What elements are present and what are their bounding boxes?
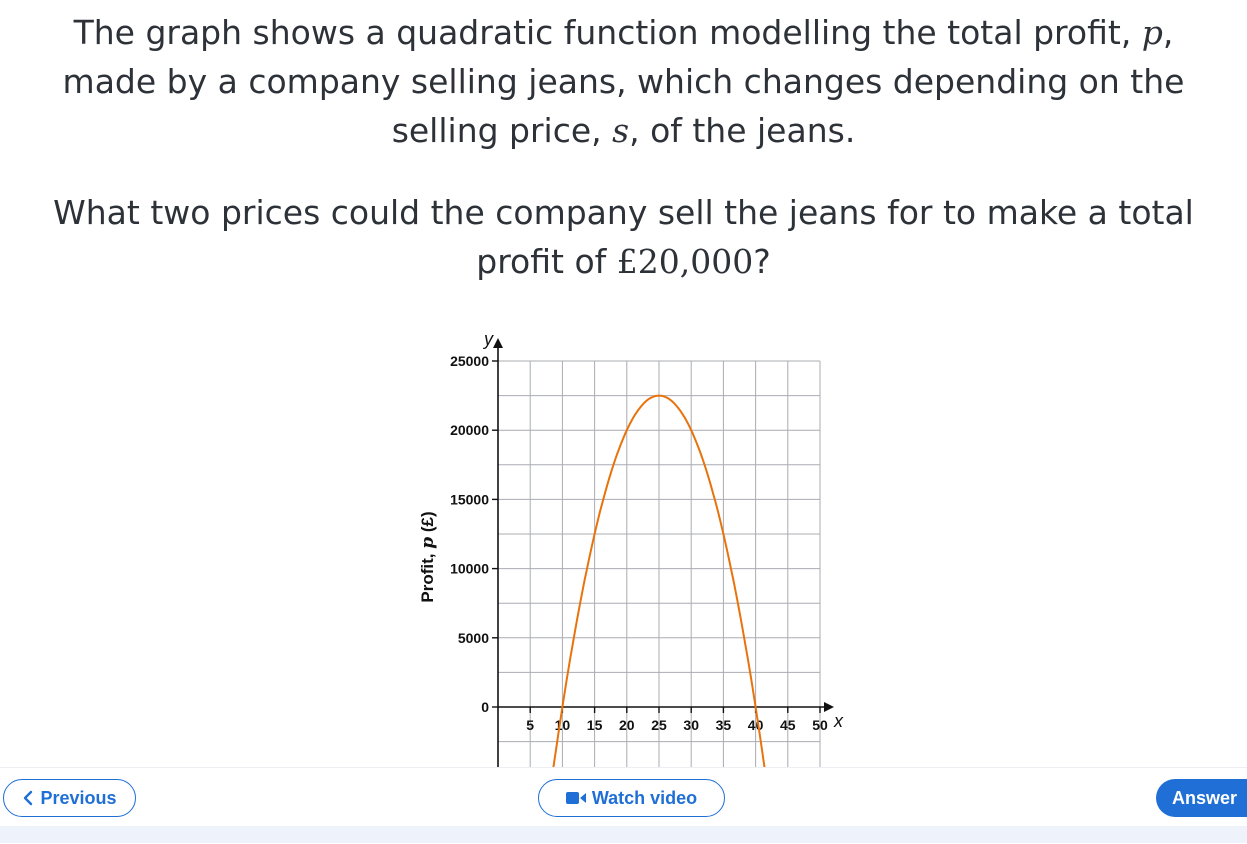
chevron-left-icon: [22, 790, 34, 806]
answer-button[interactable]: Answer: [1156, 779, 1247, 817]
question-line-2: made by a company selling jeans, which c…: [62, 62, 1185, 101]
watch-video-label: Watch video: [591, 787, 698, 808]
y-tick-label: 25000: [450, 353, 489, 369]
x-tick-label: 15: [587, 717, 603, 733]
question-line-1: The graph shows a quadratic function mod…: [73, 13, 1174, 52]
profit-curve: [552, 394, 766, 768]
var-s: s: [612, 111, 630, 150]
profit-amount: £20,000: [616, 242, 754, 281]
var-p: p: [1141, 13, 1163, 52]
x-tick-label: 10: [555, 717, 571, 733]
y-axis-symbol: y: [482, 329, 494, 349]
x-tick-label: 30: [683, 717, 699, 733]
question-prompt: What two prices could the company sell t…: [0, 188, 1247, 286]
video-camera-icon: [565, 791, 586, 805]
y-tick-label: 5000: [458, 630, 489, 646]
y-tick-label: 10000: [450, 561, 489, 577]
profit-graph: 0 5000 10000 15000 20000 25000 5 10 15 20 25 30 35 40…: [418, 329, 844, 768]
x-axis-symbol: x: [833, 711, 844, 731]
x-axis-arrow: [824, 702, 834, 712]
question-text: The graph shows a quadratic function mod…: [0, 8, 1247, 155]
x-tick-label: 25: [651, 717, 667, 733]
x-tick-label: 20: [619, 717, 635, 733]
y-tick-label: 15000: [450, 491, 489, 507]
x-tick-label: 40: [748, 717, 764, 733]
y-tick-label: 0: [481, 699, 489, 715]
question-line-3: selling price, s, of the jeans.: [391, 111, 856, 150]
watch-video-button[interactable]: Watch video: [538, 779, 725, 817]
answer-label: Answer: [1172, 787, 1238, 808]
footer-bottom-strip: [0, 826, 1247, 843]
x-tick-label: 35: [716, 717, 732, 733]
x-tick-label: 50: [812, 717, 828, 733]
y-axis-arrow: [493, 338, 503, 348]
prompt-line-2: profit of £20,000?: [476, 242, 771, 281]
prompt-line-1: What two prices could the company sell t…: [53, 193, 1194, 232]
previous-button[interactable]: Previous: [3, 779, 136, 817]
y-axis-label: Profit, p (£): [418, 511, 438, 602]
previous-label: Previous: [40, 787, 117, 808]
x-tick-label: 45: [780, 717, 796, 733]
y-tick-label: 20000: [450, 422, 489, 438]
x-tick-label: 5: [526, 717, 534, 733]
